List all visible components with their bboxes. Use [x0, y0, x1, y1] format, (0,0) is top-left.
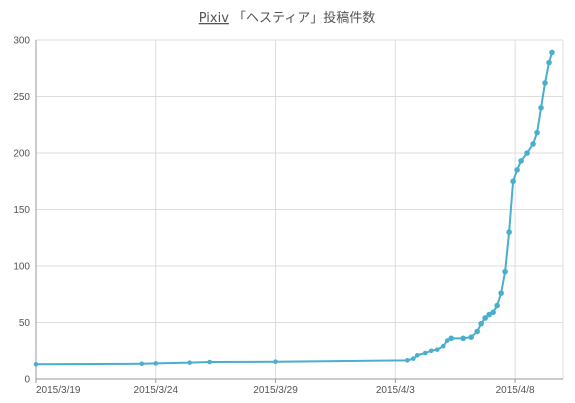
x-tick-label: 2015/3/19 [36, 385, 81, 396]
data-point [502, 268, 508, 275]
data-point [538, 105, 544, 111]
x-tick-label: 2015/3/24 [134, 385, 179, 396]
data-point [187, 360, 193, 365]
data-point [139, 361, 145, 367]
data-point [546, 59, 552, 66]
x-tick-label: 2015/4/3 [376, 385, 415, 396]
grid [35, 39, 564, 379]
data-point [414, 352, 420, 358]
chart-title-rest: 「ヘスティア」投稿件数 [229, 10, 375, 26]
data-point [153, 361, 159, 366]
data-point [494, 302, 500, 309]
data-point [534, 129, 540, 136]
data-point [405, 358, 410, 363]
data-point [207, 359, 212, 365]
chart-title-app: Pixiv [199, 11, 229, 26]
axes [35, 40, 563, 383]
x-axis-tick-labels: 2015/3/19 2015/3/24 2015/3/29 2015/4/3 2015/… [36, 385, 535, 396]
y-tick-label: 100 [13, 262, 30, 273]
y-tick-label: 300 [13, 36, 30, 47]
data-point [498, 290, 504, 296]
x-tick-label: 2015/4/8 [496, 385, 535, 396]
data-point [273, 359, 278, 365]
y-tick-label: 150 [13, 205, 30, 216]
data-point [444, 338, 450, 343]
series-line [35, 52, 553, 366]
data-point [422, 350, 428, 356]
data-point [518, 158, 524, 164]
y-axis-tick-labels: 0 50 100 150 200 250 300 [13, 36, 30, 386]
data-point [510, 178, 516, 185]
data-point [530, 141, 536, 147]
data-point [524, 150, 530, 156]
y-tick-label: 0 [24, 375, 30, 386]
data-point [468, 334, 474, 340]
data-point [506, 229, 512, 235]
data-point [428, 348, 434, 354]
data-point [460, 335, 466, 342]
data-point [482, 315, 488, 321]
data-point [549, 49, 555, 56]
data-point [474, 328, 480, 335]
data-point [490, 309, 496, 316]
y-tick-label: 50 [19, 318, 31, 329]
data-point [542, 80, 548, 86]
data-point [514, 167, 520, 173]
chart-title: Pixiv 「ヘスティア」投稿件数 [199, 10, 376, 26]
data-point [478, 320, 484, 327]
data-point [33, 362, 39, 367]
data-point [440, 343, 446, 349]
data-point [410, 356, 416, 361]
x-tick-label: 2015/3/29 [253, 385, 298, 396]
data-point [448, 335, 455, 342]
series [33, 49, 555, 367]
y-tick-label: 200 [13, 149, 30, 160]
data-point [434, 347, 440, 352]
y-tick-label: 250 [13, 92, 30, 103]
